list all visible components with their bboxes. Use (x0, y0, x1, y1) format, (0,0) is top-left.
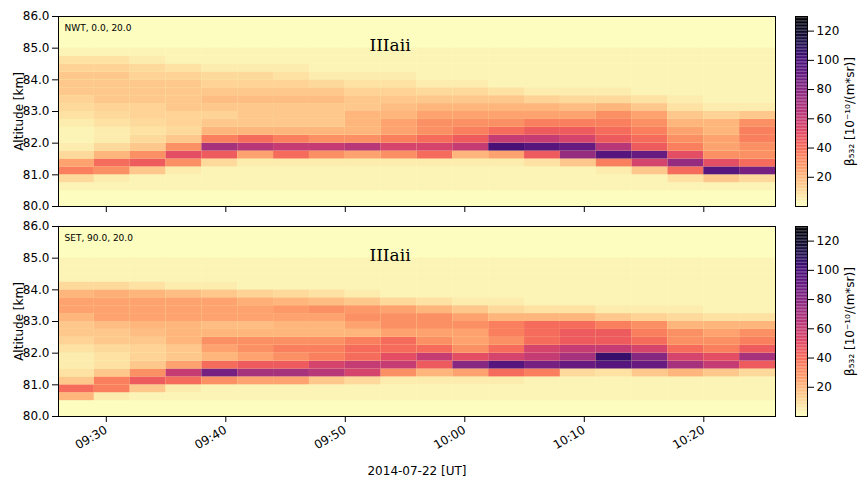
svg-text:86.0: 86.0 (23, 9, 50, 23)
svg-text:09:50: 09:50 (312, 423, 349, 452)
svg-text:40: 40 (817, 141, 832, 155)
svg-text:IIIaii: IIIaii (369, 35, 411, 55)
svg-text:84.0: 84.0 (23, 283, 50, 297)
svg-text:120: 120 (817, 24, 840, 38)
svg-text:81.0: 81.0 (23, 168, 50, 182)
svg-text:85.0: 85.0 (23, 251, 50, 265)
svg-text:84.0: 84.0 (23, 73, 50, 87)
svg-text:82.0: 82.0 (23, 346, 50, 360)
svg-text:Altitude [km]: Altitude [km] (12, 72, 26, 151)
svg-text:80.0: 80.0 (23, 199, 50, 213)
svg-text:β₅₃₂ [10⁻¹⁰/(m*sr)]: β₅₃₂ [10⁻¹⁰/(m*sr)] (843, 267, 857, 376)
svg-text:10:00: 10:00 (431, 423, 468, 452)
svg-text:IIIaii: IIIaii (369, 245, 411, 265)
svg-text:2014-07-22 [UT]: 2014-07-22 [UT] (367, 464, 466, 478)
svg-text:100: 100 (817, 53, 840, 67)
svg-text:20: 20 (817, 170, 832, 184)
svg-text:83.0: 83.0 (23, 104, 50, 118)
svg-text:10:20: 10:20 (670, 423, 707, 452)
svg-text:80: 80 (817, 82, 832, 96)
svg-text:Altitude [km]: Altitude [km] (12, 282, 26, 361)
svg-text:120: 120 (817, 234, 840, 248)
svg-text:09:40: 09:40 (192, 423, 229, 452)
svg-text:SET, 90.0, 20.0: SET, 90.0, 20.0 (65, 233, 134, 243)
svg-text:80: 80 (817, 292, 832, 306)
svg-text:β₅₃₂ [10⁻¹⁰/(m*sr)]: β₅₃₂ [10⁻¹⁰/(m*sr)] (843, 57, 857, 166)
svg-text:NWT, 0.0, 20.0: NWT, 0.0, 20.0 (65, 23, 132, 33)
svg-text:60: 60 (817, 112, 832, 126)
svg-text:83.0: 83.0 (23, 314, 50, 328)
svg-text:09:30: 09:30 (73, 423, 110, 452)
svg-text:100: 100 (817, 263, 840, 277)
svg-text:82.0: 82.0 (23, 136, 50, 150)
svg-text:20: 20 (817, 380, 832, 394)
svg-text:40: 40 (817, 351, 832, 365)
svg-text:86.0: 86.0 (23, 219, 50, 233)
svg-text:10:10: 10:10 (551, 423, 588, 452)
svg-text:85.0: 85.0 (23, 41, 50, 55)
svg-text:81.0: 81.0 (23, 378, 50, 392)
svg-text:80.0: 80.0 (23, 409, 50, 423)
svg-text:60: 60 (817, 322, 832, 336)
